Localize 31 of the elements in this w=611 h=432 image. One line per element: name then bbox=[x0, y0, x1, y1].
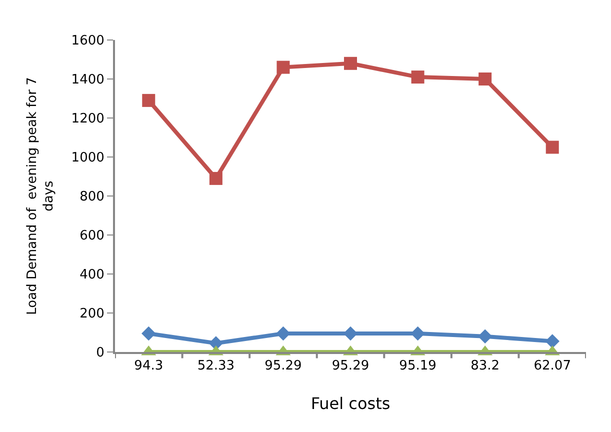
y-tick-label: 0 bbox=[96, 346, 104, 361]
point bbox=[343, 326, 358, 341]
y-tick-label: 400 bbox=[80, 268, 104, 283]
x-tick-label: 95.29 bbox=[332, 358, 370, 374]
point bbox=[478, 72, 492, 86]
y-tick-label: 600 bbox=[80, 228, 104, 244]
x-tick-label: 62.07 bbox=[534, 358, 571, 374]
point bbox=[142, 94, 156, 107]
point bbox=[344, 56, 357, 70]
y-tick-label: 1600 bbox=[71, 34, 104, 49]
y-axis-title: Load Demand of evening peak for 7 days bbox=[24, 77, 57, 315]
y-tick-label: 200 bbox=[80, 306, 104, 322]
point bbox=[276, 60, 290, 74]
point bbox=[478, 329, 492, 344]
point bbox=[545, 334, 560, 348]
point bbox=[546, 140, 559, 154]
point bbox=[141, 326, 156, 341]
point bbox=[410, 326, 425, 341]
x-tick-label: 83.2 bbox=[470, 358, 500, 374]
x-tick-label: 95.29 bbox=[264, 358, 302, 374]
y-tick-label: 1400 bbox=[71, 72, 104, 88]
point bbox=[411, 70, 424, 84]
y-tick-label: 1000 bbox=[71, 150, 104, 166]
y-tick-label: 1200 bbox=[71, 112, 104, 127]
x-tick-label: 52.33 bbox=[197, 358, 235, 374]
point bbox=[276, 326, 290, 341]
x-tick-label: 94.3 bbox=[134, 358, 164, 374]
y-tick-label: 800 bbox=[80, 190, 104, 205]
x-tick-label: 95.19 bbox=[399, 358, 436, 374]
point bbox=[209, 172, 222, 185]
x-axis-title: Fuel costs bbox=[310, 394, 390, 413]
